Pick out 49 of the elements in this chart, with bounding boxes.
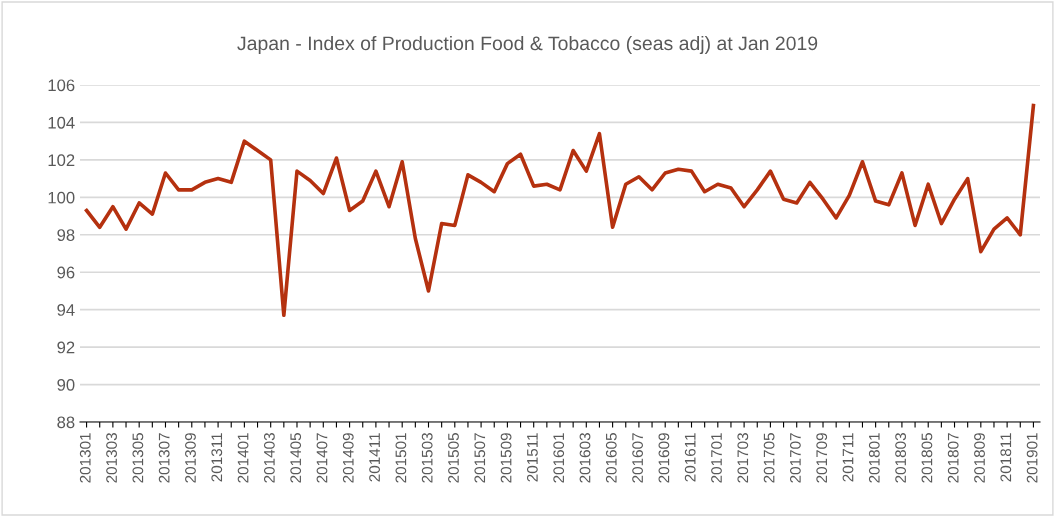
y-tick-label: 98 (57, 229, 75, 241)
x-tick-label: 201305 (132, 433, 144, 483)
x-tick-label: 201407 (316, 433, 328, 483)
x-tick-label: 201805 (921, 433, 933, 483)
x-tick-label: 201403 (263, 433, 275, 483)
x-tick-label: 201603 (579, 433, 591, 483)
x-tick-label: 201801 (868, 433, 880, 483)
x-tick-label: 201601 (553, 433, 565, 483)
y-tick-label: 94 (57, 304, 75, 316)
y-tick-label: 102 (48, 154, 75, 167)
x-tick-label: 201307 (158, 433, 170, 483)
x-tick-label: 201609 (658, 433, 670, 483)
x-tick-label: 201405 (290, 433, 302, 483)
x-tick-label: 201301 (79, 433, 91, 483)
x-tick-label: 201701 (711, 433, 722, 483)
x-tick-label: 201303 (106, 433, 117, 483)
x-tick-label: 201901 (1026, 433, 1038, 483)
x-tick-label: 201507 (474, 433, 486, 483)
x-tick-label: 201503 (421, 433, 433, 483)
y-tick-label: 92 (57, 341, 75, 354)
x-tick-label: 201311 (211, 433, 223, 482)
x-tick-label: 201705 (763, 433, 775, 483)
y-tick-label: 90 (57, 378, 75, 391)
x-tick-label: 201605 (605, 433, 617, 483)
x-tick-label: 201711 (842, 433, 854, 482)
x-tick-label: 201709 (816, 433, 828, 483)
x-tick-label: 201409 (342, 433, 354, 483)
x-tick-label: 201401 (237, 433, 249, 483)
x-tick-label: 201607 (632, 433, 644, 483)
x-tick-label: 201511 (526, 433, 538, 482)
x-tick-label: 201811 (1000, 433, 1012, 482)
x-tick-label: 201509 (500, 433, 512, 483)
x-tick-label: 201807 (947, 433, 959, 483)
x-tick-label: 201411 (369, 433, 380, 482)
x-tick-label: 201505 (448, 433, 459, 483)
y-tick-label: 96 (57, 266, 75, 279)
x-tick-label: 201501 (395, 433, 407, 483)
y-tick-label: 104 (48, 116, 75, 129)
x-tick-label: 201703 (737, 433, 749, 483)
x-tick-label: 201707 (789, 433, 801, 483)
x-tick-label: 201611 (684, 433, 696, 482)
y-tick-label: 106 (48, 79, 75, 92)
x-tick-label: 201809 (974, 433, 985, 483)
line-series (84, 103, 1036, 318)
chart-title: Japan - Index of Production Food & Tobacco (seas adj) at Jan 2019 (237, 35, 818, 55)
x-tick-label: 201803 (895, 433, 907, 483)
y-tick-label: 88 (57, 416, 75, 429)
y-tick-label: 100 (48, 191, 75, 204)
x-tick-label: 201309 (185, 433, 196, 483)
